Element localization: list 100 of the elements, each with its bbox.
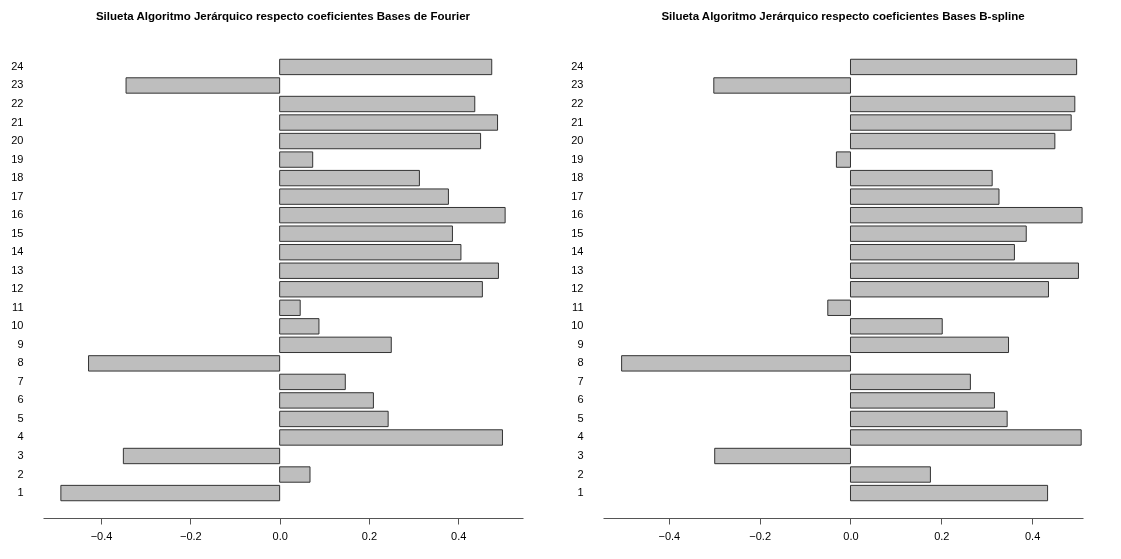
y-tick-label: 24 xyxy=(11,59,24,72)
bar xyxy=(849,132,1056,150)
y-tick-label: 10 xyxy=(11,319,24,332)
y-tick-label: 10 xyxy=(571,319,584,332)
bar xyxy=(849,336,1010,354)
x-tick-label: 0.4 xyxy=(1024,529,1041,542)
y-tick-label: 18 xyxy=(571,171,584,184)
y-tick-label: 16 xyxy=(571,208,584,221)
y-tick-label: 6 xyxy=(577,393,584,406)
bar xyxy=(849,373,971,391)
bar xyxy=(279,206,506,224)
x-tick-label: 0.0 xyxy=(843,529,859,542)
bar xyxy=(849,114,1072,131)
bar xyxy=(849,188,1000,205)
bar xyxy=(279,114,499,131)
y-tick-label: 21 xyxy=(11,115,24,128)
y-tick-label: 12 xyxy=(571,282,584,295)
bar xyxy=(279,58,493,76)
bar xyxy=(849,225,1027,242)
bar xyxy=(849,429,1082,446)
bar xyxy=(279,95,476,113)
bar xyxy=(279,392,374,409)
x-tick-label: −0.4 xyxy=(658,529,681,542)
y-tick-label: 17 xyxy=(571,189,584,202)
y-tick-label: 20 xyxy=(571,134,584,147)
y-tick-label: 9 xyxy=(577,337,584,350)
x-tick-label: 0.2 xyxy=(934,529,950,542)
y-tick-label: 2 xyxy=(17,467,24,480)
bar xyxy=(849,318,943,335)
y-tick-label: 14 xyxy=(571,245,584,258)
bar xyxy=(849,484,1049,502)
y-tick-label: 22 xyxy=(11,97,24,109)
bar xyxy=(849,169,993,187)
y-tick-label: 22 xyxy=(571,97,584,109)
bar xyxy=(279,336,392,354)
y-tick-label: 13 xyxy=(571,263,584,276)
y-tick-label: 21 xyxy=(571,115,584,128)
y-tick-label: 6 xyxy=(17,393,24,406)
y-tick-label: 16 xyxy=(11,208,24,221)
y-tick-label: 17 xyxy=(11,189,24,202)
y-tick-label: 15 xyxy=(11,226,24,239)
y-tick-label: 19 xyxy=(11,152,24,165)
bar xyxy=(713,77,851,94)
bar xyxy=(849,466,931,483)
bar xyxy=(279,169,420,187)
x-tick-label: −0.2 xyxy=(179,529,202,542)
y-tick-label: 5 xyxy=(17,411,24,424)
chart-title: Silueta Algoritmo Jerárquico respecto coeficientes Bases de Fourier xyxy=(95,9,471,22)
y-tick-label: 23 xyxy=(571,78,584,91)
y-tick-label: 4 xyxy=(17,430,24,443)
y-tick-label: 19 xyxy=(571,152,584,165)
y-tick-label: 8 xyxy=(577,356,584,369)
bar xyxy=(849,410,1008,428)
y-tick-label: 13 xyxy=(11,263,24,276)
y-tick-label: 20 xyxy=(11,134,24,147)
y-tick-label: 15 xyxy=(571,226,584,239)
x-tick-label: 0.4 xyxy=(451,529,467,542)
y-tick-label: 11 xyxy=(12,300,24,313)
y-tick-label: 9 xyxy=(17,337,24,350)
bar xyxy=(88,355,281,372)
y-tick-label: 2 xyxy=(577,467,584,480)
bar xyxy=(279,225,453,242)
bar xyxy=(60,484,281,502)
y-tick-label: 8 xyxy=(17,356,24,369)
bar xyxy=(279,151,314,168)
bar xyxy=(279,318,320,335)
bar xyxy=(849,206,1083,224)
y-tick-label: 12 xyxy=(11,282,24,295)
bar xyxy=(279,410,389,428)
bar xyxy=(279,188,449,205)
bar xyxy=(279,373,346,391)
x-tick-label: −0.4 xyxy=(90,529,113,542)
bar xyxy=(279,429,503,446)
y-tick-label: 7 xyxy=(577,374,584,387)
bar xyxy=(849,95,1076,113)
y-tick-label: 5 xyxy=(577,411,584,424)
bar xyxy=(849,392,995,409)
y-tick-label: 1 xyxy=(577,486,584,499)
y-tick-label: 18 xyxy=(11,171,24,184)
x-tick-label: −0.2 xyxy=(749,529,772,542)
x-tick-label: 0.2 xyxy=(361,529,378,542)
y-tick-label: 3 xyxy=(577,449,584,461)
y-tick-label: 23 xyxy=(11,78,24,91)
y-tick-label: 14 xyxy=(11,245,24,258)
bar xyxy=(279,466,311,483)
bar xyxy=(621,355,851,372)
bar xyxy=(122,447,281,465)
x-tick-label: 0.0 xyxy=(272,529,288,542)
y-tick-label: 24 xyxy=(571,59,584,72)
y-tick-label: 11 xyxy=(572,300,584,313)
y-tick-label: 4 xyxy=(577,430,584,443)
bar xyxy=(714,447,851,465)
bar xyxy=(835,151,851,168)
y-tick-label: 1 xyxy=(17,486,24,499)
chart-title: Silueta Algoritmo Jerárquico respecto coeficientes Bases B-spline xyxy=(661,9,1025,22)
y-tick-label: 7 xyxy=(17,374,24,387)
bar xyxy=(849,58,1078,76)
bar xyxy=(125,77,281,94)
y-tick-label: 3 xyxy=(17,449,24,461)
bar xyxy=(279,132,482,150)
